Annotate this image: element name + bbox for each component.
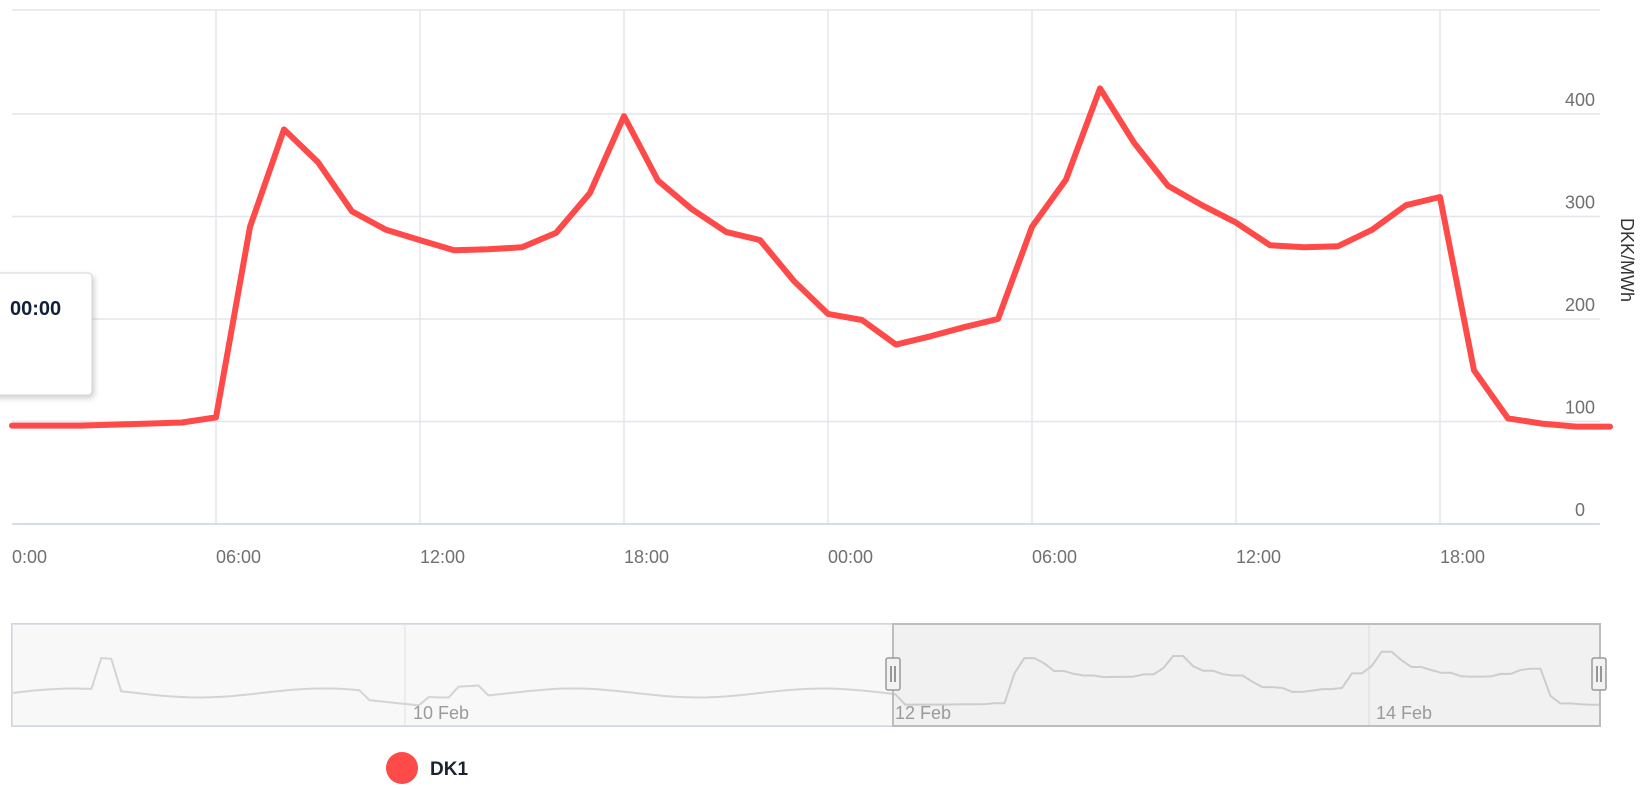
x-tick-label: 12:00 [420,547,465,567]
y-tick-label: 400 [1565,90,1595,110]
y-axis-title: DKK/MWh [1617,218,1637,302]
navigator-handle-right[interactable] [1591,657,1607,691]
x-tick-label: 18:00 [624,547,669,567]
navigator-label: 14 Feb [1376,703,1432,723]
grip-handle-icon[interactable] [1591,657,1607,691]
x-tick-label: 00:00 [828,547,873,567]
y-tick-label: 0 [1575,500,1585,520]
tooltip-time: 00:00 [10,298,61,320]
x-tick-label: 0:00 [12,547,47,567]
x-axis-ticks: 0:00 06:00 12:00 18:00 00:00 06:00 12:00 18:00 [12,547,1485,567]
navigator-date-labels: 10 Feb 12 Feb 14 Feb [413,703,1432,723]
legend[interactable]: DK1 [386,752,468,784]
tooltip-box [0,272,93,396]
legend-circle-marker [386,752,418,784]
x-tick-label: 06:00 [1032,547,1077,567]
legend-item-dk1[interactable]: DK1 [430,759,468,780]
x-tick-label: 18:00 [1440,547,1485,567]
navigator[interactable]: 10 Feb 12 Feb 14 Feb [11,623,1607,727]
grip-handle-icon[interactable] [885,657,901,691]
navigator-label: 12 Feb [895,703,951,723]
navigator-label: 10 Feb [413,703,469,723]
y-axis-ticks: 0 100 200 300 400 [1565,90,1595,520]
horizontal-gridlines [12,9,1600,525]
navigator-frame [11,623,1601,727]
x-tick-label: 12:00 [1236,547,1281,567]
navigator-handle-left[interactable] [885,657,901,691]
x-tick-label: 06:00 [216,547,261,567]
vertical-gridlines [12,10,1600,525]
series-line-dk1[interactable] [9,85,1613,430]
navigator-mask-left [12,624,893,726]
navigator-series-line [11,650,1600,707]
y-tick-label: 200 [1565,295,1595,315]
y-tick-label: 300 [1565,193,1595,213]
y-tick-label: 100 [1565,398,1595,418]
tooltip: 00:00 [0,272,93,396]
navigator-selected-range[interactable] [892,623,1601,727]
